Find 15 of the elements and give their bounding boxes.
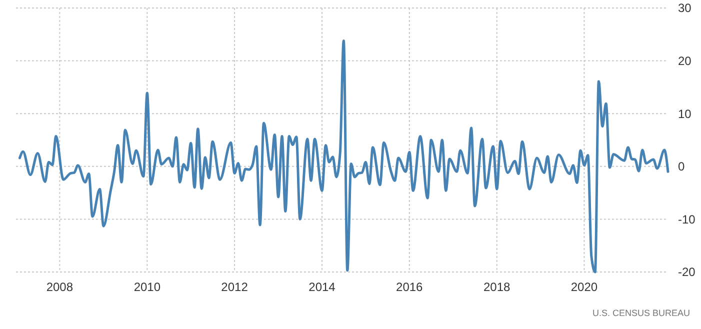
x-tick-label: 2018 xyxy=(484,280,511,294)
text: U.S. CENSUS BUREAU xyxy=(592,308,690,318)
y-tick-label: -20 xyxy=(678,265,696,280)
y-tick-label: 0 xyxy=(678,160,685,174)
y-tick-label: 10 xyxy=(678,106,692,121)
line-series xyxy=(18,39,670,274)
y-tick-label: 30 xyxy=(678,1,692,16)
y-tick-label: -10 xyxy=(678,212,696,226)
x-tick-label: 2012 xyxy=(221,280,248,294)
x-tick-label: 2010 xyxy=(134,280,161,294)
x-tick-label: 2008 xyxy=(46,280,74,294)
x-tick-label: 2014 xyxy=(308,280,336,294)
x-tick-label: 2016 xyxy=(396,280,424,294)
x-tick-label: 2020 xyxy=(570,280,598,294)
y-tick-label: 20 xyxy=(678,54,692,68)
